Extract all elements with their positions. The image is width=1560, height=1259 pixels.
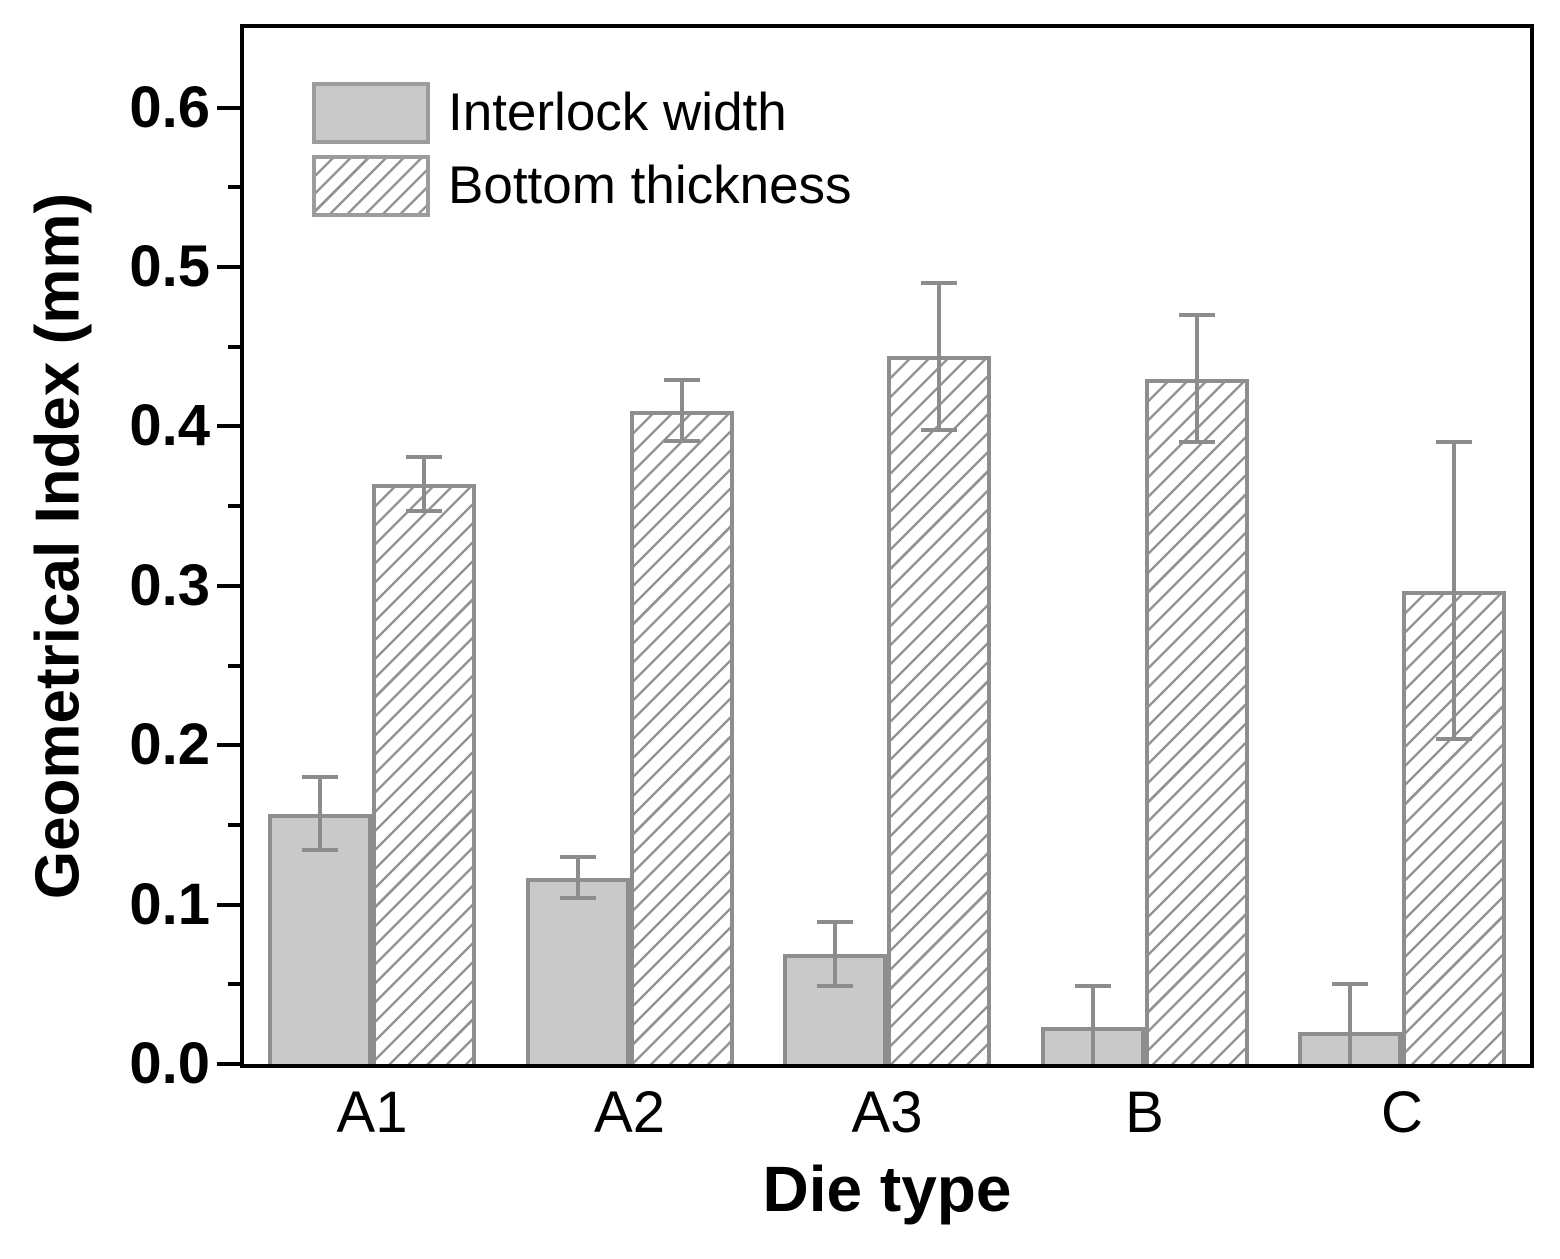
y-major-tick bbox=[217, 583, 241, 588]
y-major-tick bbox=[217, 1062, 241, 1066]
errorbar-A3-hatch bbox=[937, 283, 941, 430]
errorbar-B-hatch bbox=[1194, 314, 1199, 443]
errorbar-cap-bottom bbox=[817, 983, 853, 988]
errorbar-A1-solid bbox=[318, 777, 322, 851]
y-tick-label: 0.6 bbox=[129, 74, 210, 140]
y-minor-tick bbox=[228, 344, 240, 349]
bar-A1-hatch bbox=[372, 483, 476, 1064]
y-major-tick bbox=[217, 902, 241, 907]
errorbar-cap-top bbox=[1436, 440, 1472, 445]
y-minor-tick bbox=[228, 663, 240, 668]
legend-label-bottom-thickness: Bottom thickness bbox=[448, 156, 852, 215]
bar-A3-hatch bbox=[887, 356, 991, 1064]
y-major-tick bbox=[217, 105, 241, 110]
plot-area bbox=[240, 24, 1534, 1068]
errorbar-cap-top bbox=[302, 775, 338, 780]
errorbar-cap-bottom bbox=[1436, 736, 1472, 741]
errorbar-C-solid bbox=[1348, 984, 1352, 1064]
errorbar-cap-top bbox=[1332, 982, 1368, 987]
y-tick-label: 0.1 bbox=[129, 871, 210, 937]
errorbar-cap-top bbox=[559, 854, 596, 859]
errorbar-cap-top bbox=[1074, 983, 1111, 988]
errorbar-cap-bottom bbox=[406, 508, 442, 513]
errorbar-cap-bottom bbox=[1178, 440, 1215, 445]
errorbar-cap-top bbox=[817, 920, 853, 925]
errorbar-cap-bottom bbox=[559, 896, 596, 901]
errorbar-C-hatch bbox=[1452, 442, 1456, 739]
errorbar-cap-top bbox=[663, 378, 700, 383]
legend-label-interlock-width: Interlock width bbox=[448, 83, 787, 142]
legend-swatch-bottom-thickness bbox=[312, 155, 430, 217]
y-tick-label: 0.5 bbox=[129, 234, 210, 300]
x-category-label: C bbox=[1381, 1080, 1423, 1145]
x-axis-title: Die type bbox=[762, 1153, 1012, 1225]
y-major-tick bbox=[217, 743, 241, 748]
y-minor-tick bbox=[228, 504, 240, 509]
errorbar-A1-hatch bbox=[422, 456, 426, 511]
y-major-tick bbox=[217, 265, 241, 270]
y-major-tick bbox=[217, 424, 241, 429]
errorbar-cap-bottom bbox=[921, 427, 957, 432]
errorbar-A2-hatch bbox=[679, 380, 684, 441]
bar-B-hatch bbox=[1144, 378, 1249, 1064]
errorbar-cap-top bbox=[1178, 312, 1215, 317]
x-category-label: A3 bbox=[851, 1080, 923, 1145]
y-tick-label: 0.2 bbox=[129, 712, 210, 778]
y-minor-tick bbox=[228, 185, 240, 190]
x-category-label: B bbox=[1125, 1080, 1164, 1145]
x-category-label: A2 bbox=[594, 1080, 665, 1145]
bar-A2-hatch bbox=[629, 410, 734, 1064]
y-minor-tick bbox=[228, 822, 240, 827]
errorbar-B-solid bbox=[1090, 985, 1095, 1064]
errorbar-cap-top bbox=[406, 454, 442, 459]
legend-swatch-interlock-width bbox=[312, 82, 430, 144]
errorbar-cap-top bbox=[921, 281, 957, 285]
y-tick-label: 0.3 bbox=[129, 552, 210, 618]
errorbar-cap-bottom bbox=[302, 848, 338, 853]
y-tick-label: 0.4 bbox=[129, 393, 210, 459]
y-minor-tick bbox=[228, 982, 240, 987]
errorbar-A3-solid bbox=[833, 922, 837, 986]
errorbar-cap-bottom bbox=[663, 438, 700, 443]
bar-A1-solid bbox=[268, 813, 372, 1064]
x-category-label: A1 bbox=[336, 1080, 408, 1145]
errorbar-A2-solid bbox=[575, 856, 580, 899]
bar-A2-solid bbox=[525, 877, 630, 1064]
y-tick-label: 0.0 bbox=[129, 1031, 210, 1096]
